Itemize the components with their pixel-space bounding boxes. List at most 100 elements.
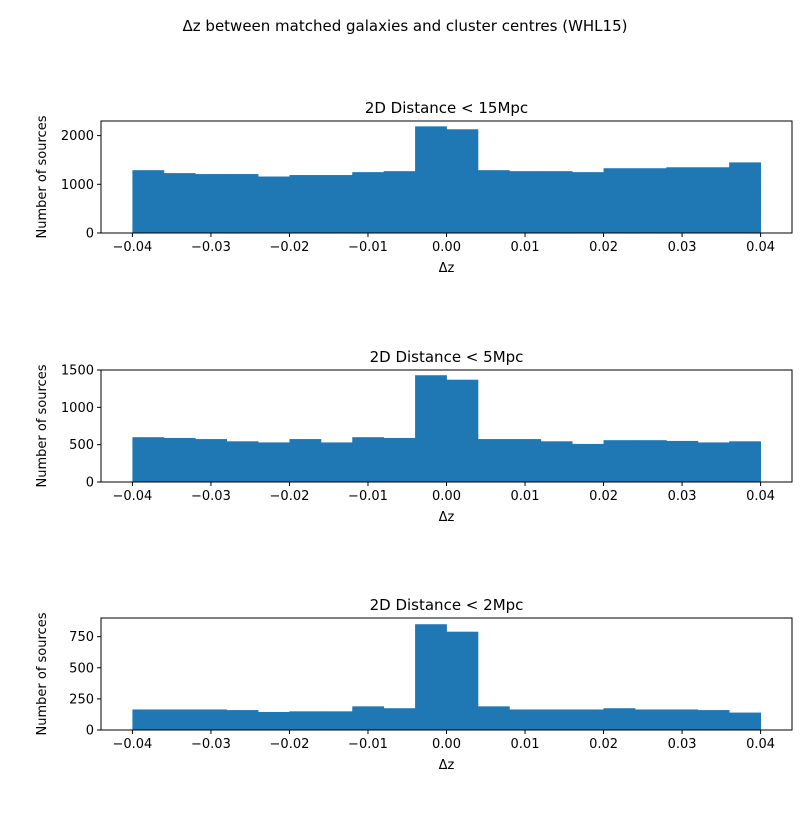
y-tick-label: 1000 (61, 178, 94, 193)
histogram-bar (289, 175, 322, 233)
histogram-bar (446, 129, 479, 233)
x-tick-label: −0.03 (191, 737, 231, 752)
histogram-bar (320, 442, 353, 482)
y-tick-label: 0 (86, 724, 94, 739)
histogram-bar (289, 711, 322, 730)
x-tick-label: −0.01 (348, 489, 388, 504)
histogram-bar (195, 174, 228, 233)
y-tick-label: 0 (86, 476, 94, 491)
x-axis-label: Δz (439, 261, 455, 276)
histogram-bar (540, 441, 573, 482)
histogram-bar (697, 710, 730, 730)
histogram-bar (415, 375, 447, 482)
x-tick-label: 0.04 (746, 489, 775, 504)
figure-title: Δz between matched galaxies and cluster … (183, 17, 628, 35)
x-tick-label: −0.04 (112, 240, 152, 255)
histogram-bar (258, 711, 290, 730)
histogram-bar (415, 624, 447, 730)
histogram-bar (163, 709, 196, 730)
histogram-bar (509, 709, 542, 730)
x-tick-label: −0.01 (348, 240, 388, 255)
histogram-bar (163, 173, 196, 233)
histogram-bar (289, 439, 322, 482)
histogram-bar (697, 167, 730, 233)
histogram-bar (226, 174, 259, 233)
y-tick-label: 1000 (61, 401, 94, 416)
histogram-bar (666, 440, 699, 482)
y-tick-label: 250 (69, 692, 94, 707)
histogram-bar (320, 175, 353, 233)
x-tick-label: −0.02 (270, 489, 310, 504)
histogram-bar (509, 439, 542, 482)
x-tick-label: 0.02 (589, 737, 618, 752)
y-axis-label: Number of sources (35, 364, 50, 487)
x-tick-label: 0.04 (746, 737, 775, 752)
y-tick-label: 2000 (61, 129, 94, 144)
histogram-bar (383, 708, 416, 730)
x-tick-label: −0.02 (270, 737, 310, 752)
histogram-bar (226, 710, 259, 730)
subplot-3: −0.04 −0.03 −0.02 −0.01 0.00 0.01 0.02 0.03 0.04… (35, 596, 793, 773)
histogram-bar (572, 172, 604, 233)
histogram-bar (226, 441, 259, 482)
histogram-bar (132, 709, 165, 730)
x-tick-label: −0.04 (112, 489, 152, 504)
histogram-bar (258, 442, 290, 482)
y-tick-label: 750 (69, 630, 94, 645)
x-axis-label: Δz (439, 510, 455, 525)
histogram-bar (540, 709, 573, 730)
histogram-bar (634, 709, 667, 730)
x-tick-label: 0.03 (668, 240, 697, 255)
histogram-bar (195, 439, 228, 482)
histogram-bar (666, 167, 699, 233)
histogram-bar (383, 171, 416, 233)
y-tick-label: 0 (86, 227, 94, 242)
histogram-bar (603, 440, 636, 482)
histogram-bar (729, 162, 761, 233)
histogram-bar (603, 708, 636, 730)
x-tick-label: 0.01 (511, 489, 540, 504)
x-tick-label: −0.03 (191, 489, 231, 504)
histogram-bar (352, 437, 385, 482)
histogram-bar (446, 631, 479, 730)
histogram-bar (195, 709, 228, 730)
x-tick-label: −0.04 (112, 737, 152, 752)
histogram-bar (572, 709, 604, 730)
x-tick-label: 0.01 (511, 240, 540, 255)
x-tick-label: 0.00 (432, 737, 461, 752)
histogram-bar (634, 168, 667, 233)
histogram-bar (132, 437, 165, 482)
subplot-2: −0.04 −0.03 −0.02 −0.01 0.00 0.01 0.02 0.03 0.04… (35, 348, 793, 525)
histogram-bar (132, 170, 165, 233)
histogram-bar (383, 437, 416, 482)
x-tick-label: −0.03 (191, 240, 231, 255)
histogram-bar (163, 437, 196, 482)
histogram-bar (603, 168, 636, 233)
x-tick-label: 0.03 (668, 737, 697, 752)
subplot-title: 2D Distance < 2Mpc (370, 596, 524, 614)
subplot-title: 2D Distance < 5Mpc (370, 348, 524, 366)
y-tick-label: 500 (69, 438, 94, 453)
histogram-bar (729, 441, 761, 482)
histogram-bar (352, 706, 385, 730)
histogram-bar (572, 443, 604, 482)
y-tick-label: 1500 (61, 364, 94, 379)
histogram-bar (258, 176, 290, 233)
subplot-title: 2D Distance < 15Mpc (365, 99, 528, 117)
x-tick-label: 0.03 (668, 489, 697, 504)
histogram-bar (415, 126, 447, 233)
histogram-bar (729, 712, 761, 730)
y-tick-label: 500 (69, 661, 94, 676)
x-tick-label: 0.02 (589, 489, 618, 504)
histogram-bar (540, 171, 573, 233)
y-axis-label: Number of sources (35, 115, 50, 238)
x-tick-label: −0.02 (270, 240, 310, 255)
histogram-bar (477, 170, 510, 233)
y-axis-label: Number of sources (35, 612, 50, 735)
x-tick-label: 0.04 (746, 240, 775, 255)
histogram-bar (446, 379, 479, 482)
histogram-bar (634, 440, 667, 482)
x-tick-label: 0.02 (589, 240, 618, 255)
